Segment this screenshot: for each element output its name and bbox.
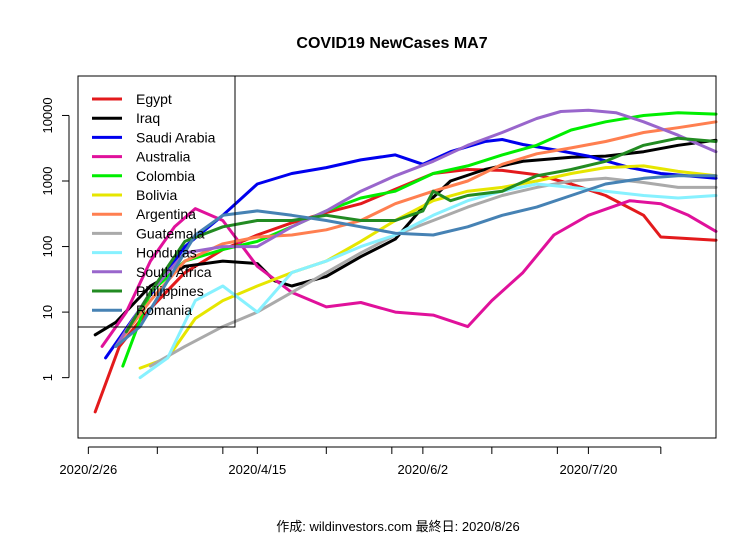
y-tick-label: 10 — [40, 305, 55, 319]
legend-label: Australia — [136, 149, 191, 165]
x-axis: 2020/2/26 2020/4/15 2020/6/2 2020/7/20 — [59, 446, 662, 477]
series-lines — [93, 108, 718, 414]
legend-label: Iraq — [136, 110, 160, 126]
series-line-honduras — [138, 182, 718, 380]
legend-label: Bolivia — [136, 187, 177, 203]
x-tick-label: 2020/6/2 — [398, 462, 449, 477]
series-line-bolivia — [138, 164, 718, 370]
legend-label: South Africa — [136, 264, 212, 280]
series-line-guatemala — [148, 176, 718, 368]
y-axis: 1 10 100 1000 10000 — [40, 97, 70, 381]
y-tick-label: 1 — [40, 374, 55, 381]
series-line-colombia — [121, 111, 718, 368]
legend-label: Romania — [136, 302, 192, 318]
legend-label: Egypt — [136, 91, 172, 107]
y-tick-label: 1000 — [40, 167, 55, 196]
y-tick-label: 100 — [40, 236, 55, 258]
credit-text: 作成: wildinvestors.com 最終日: 2020/8/26 — [276, 519, 519, 534]
legend: Egypt Iraq Saudi Arabia Australia Colombia Bo… — [77, 75, 236, 328]
x-tick-label: 2020/7/20 — [559, 462, 617, 477]
x-tick-label: 2020/2/26 — [59, 462, 117, 477]
series-line-australia — [100, 199, 718, 348]
legend-label: Saudi Arabia — [136, 129, 216, 145]
series-line-iraq — [93, 138, 718, 337]
legend-label: Argentina — [136, 206, 196, 222]
y-tick-label: 10000 — [40, 97, 55, 133]
legend-label: Honduras — [136, 245, 197, 261]
x-tick-label: 2020/4/15 — [228, 462, 286, 477]
legend-box — [77, 75, 236, 328]
series-line-philippines — [124, 136, 718, 334]
chart-title: COVID19 NewCases MA7 — [296, 35, 487, 52]
series-line-south-africa — [114, 108, 718, 348]
series-line-saudi-arabia — [104, 138, 718, 360]
series-line-romania — [114, 174, 718, 348]
legend-label: Colombia — [136, 168, 195, 184]
legend-label: Guatemala — [136, 225, 205, 241]
legend-label: Philippines — [136, 283, 204, 299]
